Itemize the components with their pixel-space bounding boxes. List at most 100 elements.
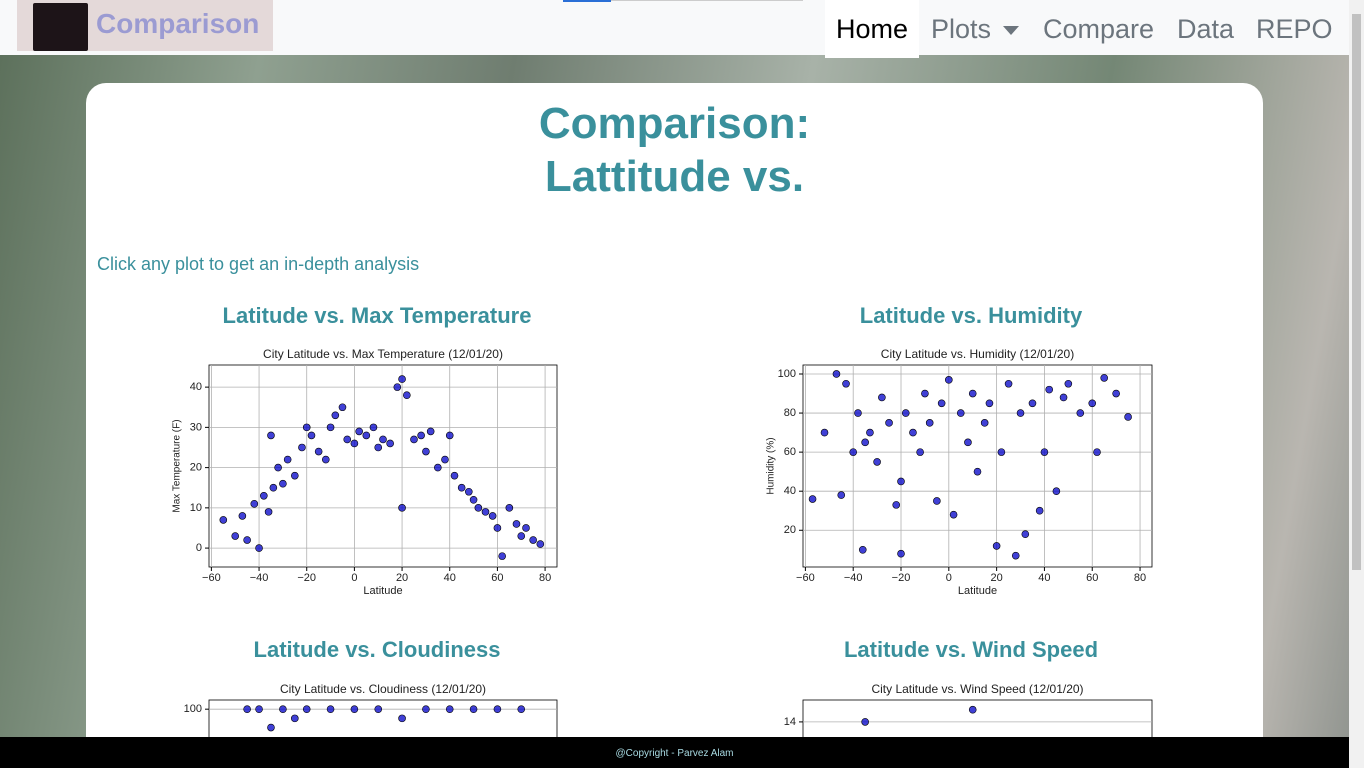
data-point bbox=[350, 439, 359, 448]
x-tick-label: −60 bbox=[202, 572, 221, 584]
data-point bbox=[842, 379, 850, 388]
y-axis-label: Max Temperature (F) bbox=[172, 419, 183, 512]
data-point bbox=[343, 435, 352, 444]
nav-link: Plots bbox=[931, 14, 992, 44]
y-tick-label: 20 bbox=[784, 524, 796, 536]
plot-heading: Latitude vs. Cloudiness bbox=[253, 637, 501, 662]
scrollbar-thumb[interactable] bbox=[1352, 14, 1361, 570]
data-point bbox=[997, 448, 1006, 456]
data-point bbox=[250, 500, 259, 508]
data-point bbox=[465, 487, 473, 496]
scatter-plot[interactable]: City Latitude vs. Wind Speed (12/01/20) 1… bbox=[784, 682, 1153, 737]
data-point bbox=[517, 532, 526, 540]
navbar: Comparison Home Plots Compare Data REPO bbox=[0, 0, 1349, 58]
data-point bbox=[885, 419, 893, 427]
data-point bbox=[1064, 379, 1073, 388]
data-point bbox=[369, 423, 378, 432]
data-point bbox=[474, 504, 483, 512]
brand-icon bbox=[33, 3, 88, 51]
data-point bbox=[457, 483, 466, 492]
y-tick-label: 14 bbox=[784, 716, 796, 728]
scatter-plot[interactable]: City Latitude vs. Max Temperature (12/01… bbox=[172, 347, 558, 597]
data-point bbox=[445, 431, 454, 440]
data-point bbox=[255, 544, 263, 552]
data-point bbox=[949, 510, 958, 519]
data-point bbox=[1045, 385, 1054, 394]
nav-dropdown[interactable]: Plots bbox=[920, 0, 1030, 58]
data-point bbox=[897, 477, 905, 486]
y-axis-label: Humidity (%) bbox=[766, 437, 777, 494]
data-point bbox=[1059, 393, 1068, 402]
data-point bbox=[255, 705, 263, 713]
data-point bbox=[820, 428, 829, 437]
data-point bbox=[916, 448, 924, 456]
data-point bbox=[1124, 413, 1132, 421]
data-point bbox=[1035, 506, 1044, 515]
brand[interactable]: Comparison bbox=[17, 0, 273, 51]
x-axis-label: Latitude bbox=[958, 585, 997, 597]
data-point bbox=[1112, 389, 1120, 398]
data-point bbox=[355, 427, 363, 436]
data-point bbox=[973, 467, 982, 476]
data-point bbox=[393, 383, 402, 391]
scatter-plot[interactable]: City Latitude vs. Cloudiness (12/01/20) 1… bbox=[184, 682, 558, 737]
x-tick-label: 80 bbox=[539, 572, 551, 584]
x-axis-label: Latitude bbox=[363, 585, 402, 597]
plot-area bbox=[208, 364, 558, 568]
data-point bbox=[269, 483, 278, 492]
x-tick-label: 80 bbox=[1134, 572, 1146, 584]
nav-link[interactable]: Compare bbox=[1043, 14, 1155, 44]
data-point bbox=[338, 403, 347, 412]
nav-link[interactable]: Data bbox=[1177, 14, 1235, 44]
data-point bbox=[410, 435, 418, 444]
data-point bbox=[808, 495, 817, 503]
data-point bbox=[386, 439, 394, 448]
data-point bbox=[1004, 379, 1013, 388]
data-point bbox=[434, 463, 442, 472]
chart-title: City Latitude vs. Cloudiness (12/01/20) bbox=[280, 682, 486, 696]
data-point bbox=[909, 428, 917, 437]
data-point bbox=[264, 508, 273, 516]
data-point bbox=[279, 479, 287, 488]
data-point bbox=[512, 520, 521, 528]
nav-link[interactable]: Home bbox=[825, 0, 920, 58]
plot-area bbox=[802, 699, 1153, 737]
data-point bbox=[267, 431, 275, 440]
data-point bbox=[529, 536, 537, 544]
data-point bbox=[968, 389, 977, 398]
chart-title: City Latitude vs. Max Temperature (12/01… bbox=[263, 347, 503, 361]
data-point bbox=[493, 705, 502, 713]
plots: City Latitude vs. Max Temperature (12/01… bbox=[172, 347, 1153, 737]
nav-link[interactable]: REPO bbox=[1256, 14, 1333, 44]
data-point bbox=[1100, 374, 1108, 382]
data-point bbox=[260, 491, 268, 500]
plot-area bbox=[208, 699, 558, 737]
data-point bbox=[374, 443, 383, 452]
data-point bbox=[956, 409, 965, 417]
data-point bbox=[522, 524, 530, 532]
data-point bbox=[866, 428, 874, 437]
instruction: Click any plot to get an in-depth analys… bbox=[97, 254, 420, 274]
scatter-plot[interactable]: City Latitude vs. Humidity (12/01/20) −60… bbox=[766, 347, 1153, 597]
data-point bbox=[1040, 448, 1049, 456]
plot-heading: Latitude vs. Max Temperature bbox=[222, 303, 532, 328]
data-point bbox=[854, 409, 862, 417]
y-tick-label: 60 bbox=[784, 446, 796, 458]
data-point bbox=[481, 508, 490, 516]
x-tick-label: −40 bbox=[250, 572, 269, 584]
plot-heading: Latitude vs. Wind Speed bbox=[843, 637, 1099, 662]
data-point bbox=[422, 705, 430, 713]
data-point bbox=[505, 504, 514, 512]
footer: @Copyright - Parvez Alam bbox=[0, 737, 1349, 768]
data-point bbox=[379, 435, 387, 444]
data-point bbox=[921, 389, 929, 398]
data-point bbox=[873, 458, 881, 466]
data-point bbox=[283, 455, 292, 464]
y-tick-label: 10 bbox=[190, 502, 202, 514]
page-title: Lattitude vs. bbox=[544, 152, 805, 201]
data-point bbox=[901, 409, 910, 417]
data-point bbox=[231, 532, 240, 540]
data-point bbox=[498, 552, 506, 560]
data-point bbox=[219, 516, 228, 524]
